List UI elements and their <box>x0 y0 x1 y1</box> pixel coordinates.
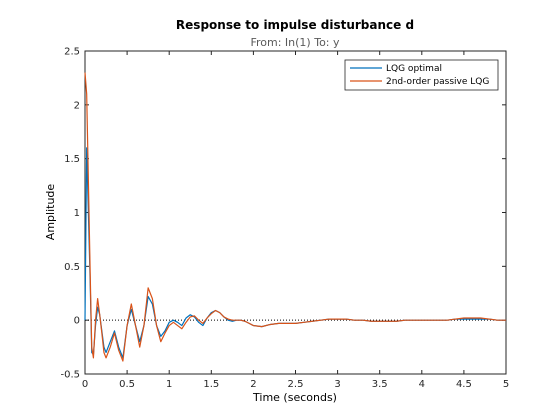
y-tick-label: -0.5 <box>60 370 80 381</box>
axes-box <box>84 50 507 375</box>
x-tick-label: 4 <box>419 379 425 390</box>
y-tick-label: 0 <box>74 316 80 327</box>
y-tick-label: 2.5 <box>64 47 80 58</box>
y-tick-label: 1 <box>74 208 80 219</box>
chart-subtitle: From: In(1) To: y <box>250 36 340 49</box>
x-tick-label: 0 <box>82 379 88 390</box>
x-tick-label: 3.5 <box>372 379 388 390</box>
x-axis-label: Time (seconds) <box>252 391 337 404</box>
y-tick-label: 2 <box>74 100 80 111</box>
y-axis-label: Amplitude <box>44 184 57 241</box>
x-tick-label: 1 <box>166 379 172 390</box>
series-line-passive-lqg <box>84 72 506 362</box>
legend: LQG optimal 2nd-order passive LQG <box>344 59 499 91</box>
y-tick-label: 0.5 <box>64 262 80 273</box>
series-group <box>84 72 506 362</box>
x-tick-label: 3 <box>334 379 340 390</box>
x-tick-label: 2 <box>250 379 256 390</box>
legend-label-lqg-optimal: LQG optimal <box>386 64 442 74</box>
legend-box <box>344 59 499 91</box>
x-tick-label: 1.5 <box>203 379 219 390</box>
y-tick-label: 1.5 <box>64 154 80 165</box>
x-tick-label: 4.5 <box>456 379 472 390</box>
x-tick-labels: 0 0.5 1 1.5 2 2.5 3 3.5 4 4.5 5 <box>82 379 509 390</box>
chart-title: Response to impulse disturbance d <box>176 18 414 32</box>
y-tick-labels: -0.5 0 0.5 1 1.5 2 2.5 <box>60 47 80 381</box>
x-tick-label: 5 <box>503 379 509 390</box>
x-tick-label: 0.5 <box>119 379 135 390</box>
legend-label-passive-lqg: 2nd-order passive LQG <box>386 77 489 87</box>
x-tick-label: 2.5 <box>288 379 304 390</box>
